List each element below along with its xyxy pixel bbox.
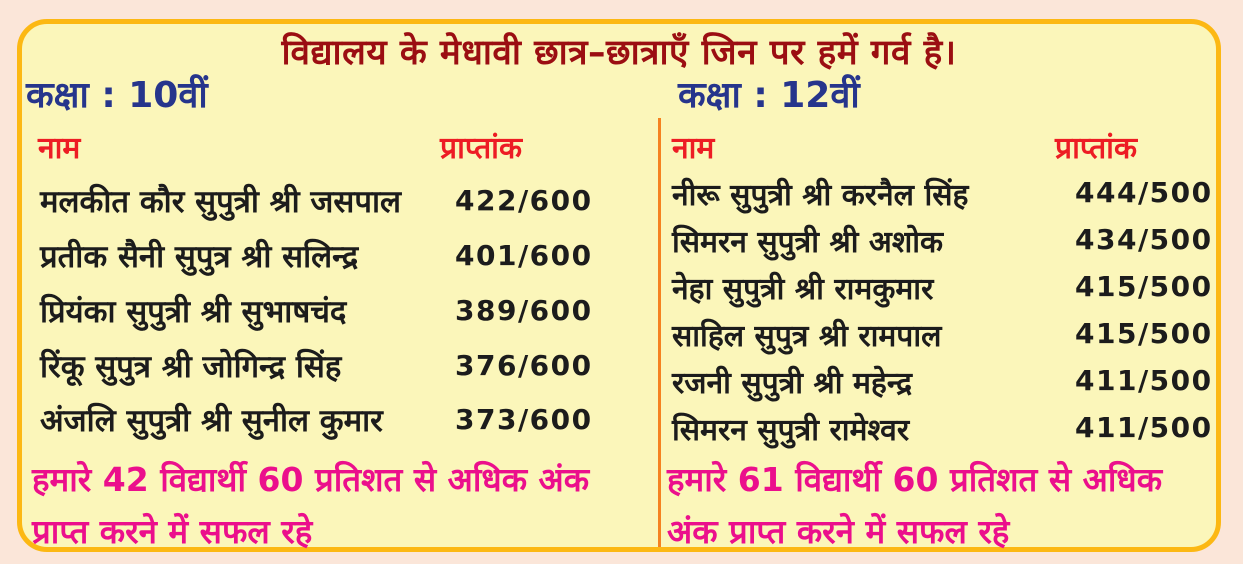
student-marks: 434/500: [1075, 223, 1213, 256]
student-name: प्रतीक सैनी सुपुत्र श्री सलिन्द्र: [40, 239, 359, 275]
student-marks: 422/600: [455, 184, 593, 217]
student-marks: 373/600: [455, 403, 593, 436]
student-name: अंजलि सुपुत्री श्री सुनील कुमार: [40, 403, 383, 439]
student-marks: 415/500: [1075, 270, 1213, 303]
student-name: प्रियंका सुपुत्री श्री सुभाषचंद: [40, 294, 347, 330]
class-12-footer: हमारे 61 विद्यार्थी 60 प्रतिशत से अधिक अ…: [667, 454, 1162, 558]
student-marks: 411/500: [1075, 411, 1213, 444]
student-name: रिंकू सुपुत्र श्री जोगिन्द्र सिंह: [40, 349, 342, 385]
class-10-heading: कक्षा : 10वीं: [26, 75, 208, 116]
class-12-footer-line-1: हमारे 61 विद्यार्थी 60 प्रतिशत से अधिक: [667, 460, 1163, 499]
student-name: नीरू सुपुत्री श्री करनैल सिंह: [672, 178, 969, 213]
page-title: विद्यालय के मेधावी छात्र–छात्राएँ जिन पर…: [281, 33, 957, 73]
student-marks: 389/600: [455, 294, 593, 327]
student-name: सिमरन सुपुत्री श्री अशोक: [672, 225, 944, 260]
class-10-marks-header: प्राप्तांक: [440, 131, 522, 166]
class-12-name-header: नाम: [672, 131, 715, 166]
student-marks: 376/600: [455, 349, 593, 382]
student-marks: 415/500: [1075, 317, 1213, 350]
student-marks: 401/600: [455, 239, 593, 272]
class-10-footer: हमारे 42 विद्यार्थी 60 प्रतिशत से अधिक अ…: [32, 454, 589, 558]
student-name: नेहा सुपुत्री श्री रामकुमार: [672, 272, 934, 307]
class-10-footer-line-1: हमारे 42 विद्यार्थी 60 प्रतिशत से अधिक अ…: [32, 460, 590, 499]
student-name: सिमरन सुपुत्री रामेश्वर: [672, 413, 910, 448]
class-10-name-header: नाम: [38, 131, 81, 166]
student-name: रजनी सुपुत्री श्री महेन्द्र: [672, 366, 913, 401]
class-12-footer-line-2: अंक प्राप्त करने में सफल रहे: [667, 512, 1010, 551]
class-12-marks-header: प्राप्तांक: [1055, 131, 1137, 166]
class-10-footer-line-2: प्राप्त करने में सफल रहे: [32, 512, 313, 551]
class-12-heading: कक्षा : 12वीं: [678, 75, 860, 116]
merit-list-card: विद्यालय के मेधावी छात्र–छात्राएँ जिन पर…: [17, 19, 1221, 552]
column-divider: [658, 118, 661, 547]
student-name: साहिल सुपुत्र श्री रामपाल: [672, 319, 942, 354]
student-marks: 444/500: [1075, 176, 1213, 209]
student-marks: 411/500: [1075, 364, 1213, 397]
student-name: मलकीत कौर सुपुत्री श्री जसपाल: [40, 184, 402, 220]
